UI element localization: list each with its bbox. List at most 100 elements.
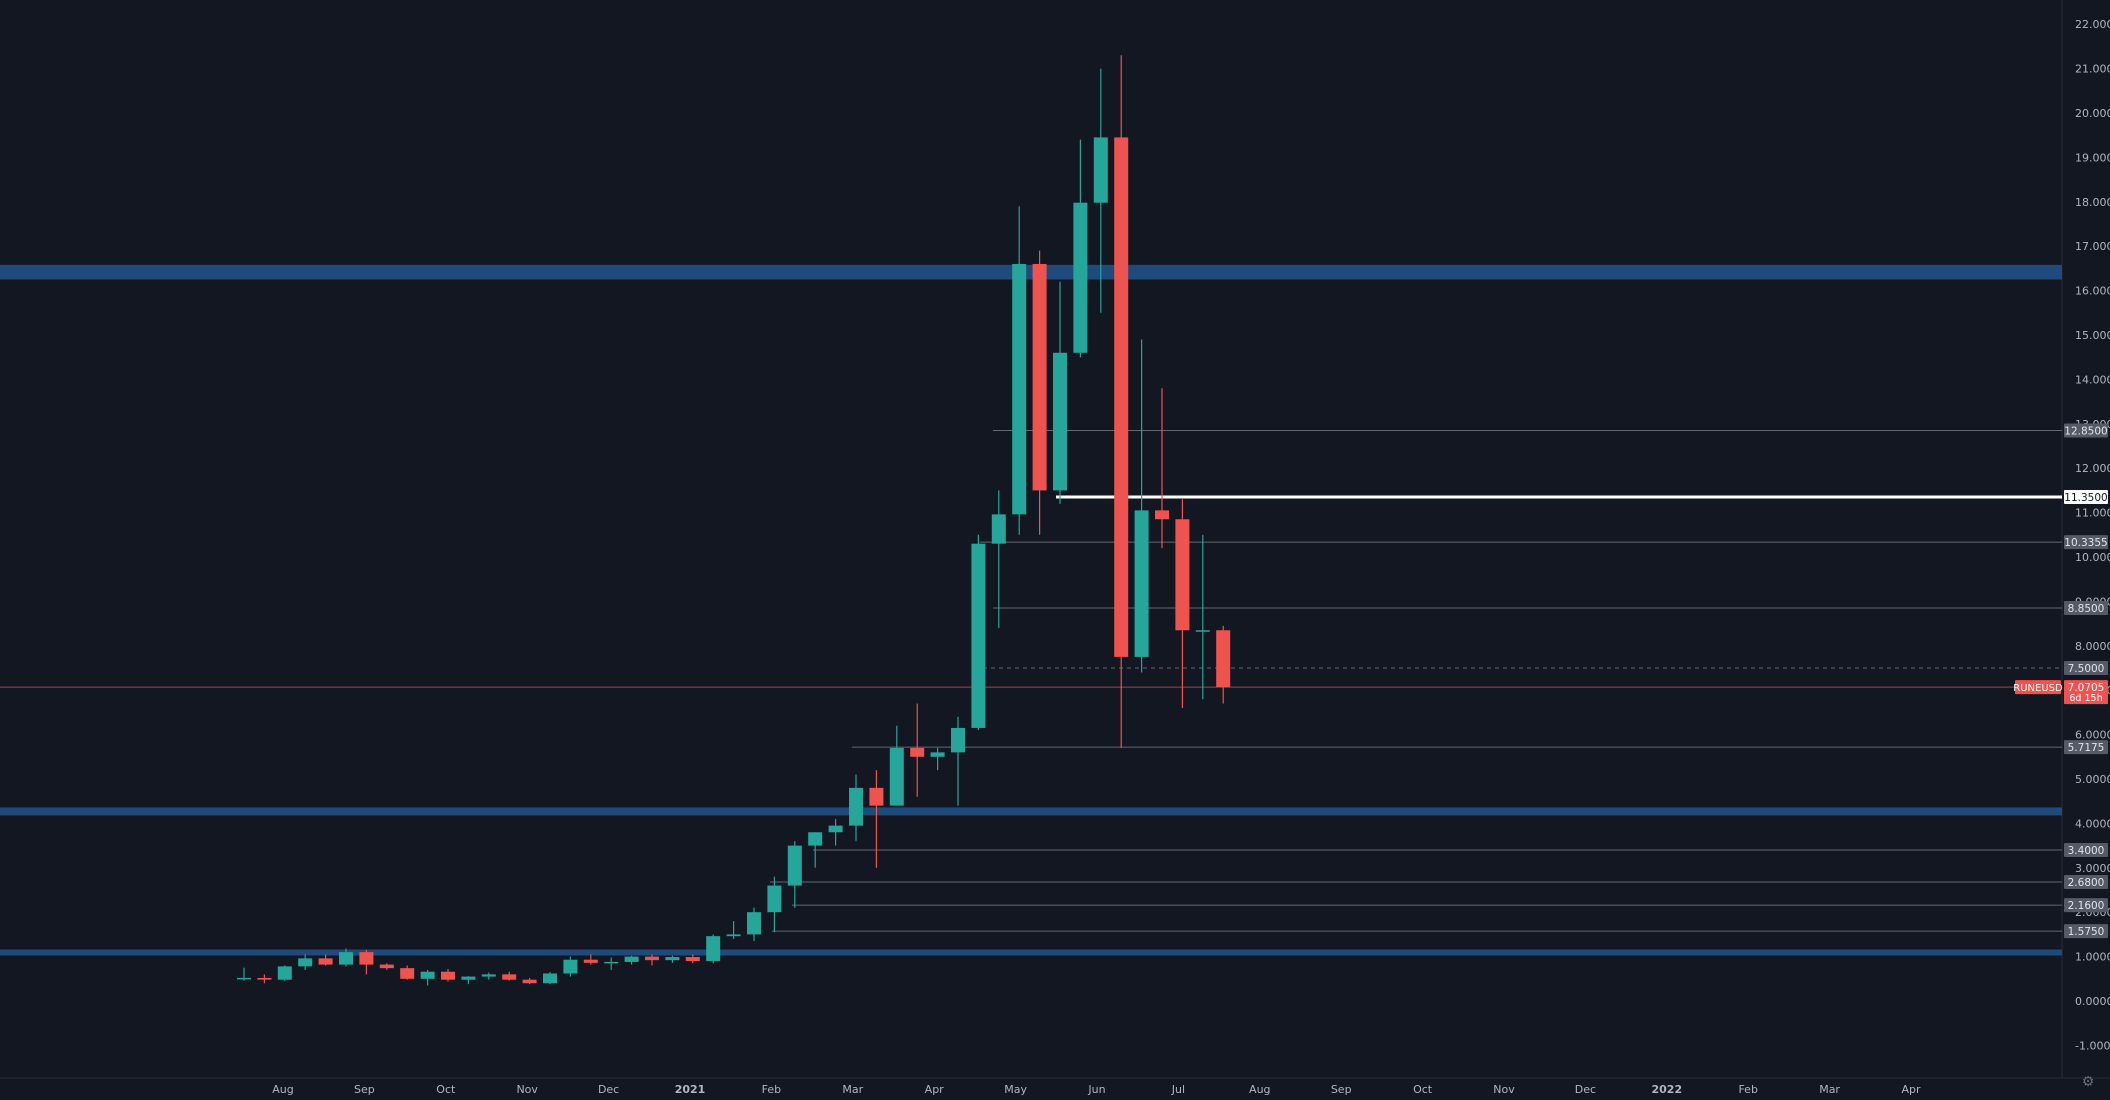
candle-body[interactable] xyxy=(665,957,680,961)
candle-body[interactable] xyxy=(543,973,557,984)
symbol-label: RUNEUSD xyxy=(2013,683,2063,694)
time-tick-label: Sep xyxy=(1331,1083,1352,1096)
candle-body[interactable] xyxy=(1134,510,1149,657)
level-price-label: 2.1600 xyxy=(2068,900,2105,912)
candle-body[interactable] xyxy=(808,832,823,846)
candle-body[interactable] xyxy=(1155,510,1169,520)
candle-body[interactable] xyxy=(563,959,578,974)
time-tick-label: Oct xyxy=(436,1083,456,1096)
candle-body[interactable] xyxy=(685,957,700,962)
candle-body[interactable] xyxy=(951,727,965,753)
level-price-box xyxy=(2064,601,2108,616)
time-tick-label: Mar xyxy=(842,1083,863,1096)
candle-body[interactable] xyxy=(889,747,904,806)
candle-body[interactable] xyxy=(849,787,863,826)
time-tick-label: Sep xyxy=(354,1083,375,1096)
candle-body[interactable] xyxy=(624,956,639,962)
level-price-box xyxy=(2064,740,2108,755)
candle-body[interactable] xyxy=(1093,137,1108,203)
candle-body[interactable] xyxy=(645,956,659,961)
candle-body[interactable] xyxy=(481,974,496,977)
gear-icon[interactable]: ⚙ xyxy=(2081,1074,2095,1090)
candle-body[interactable] xyxy=(1032,263,1047,491)
candle-body[interactable] xyxy=(461,976,476,980)
price-tick-label: 16.0000 xyxy=(2075,285,2110,298)
candle-body[interactable] xyxy=(604,961,619,964)
candle-body[interactable] xyxy=(1216,630,1231,688)
time-tick-label: Jul xyxy=(1171,1083,1185,1096)
level-price-label: 8.8500 xyxy=(2068,603,2105,615)
time-tick-label: Mar xyxy=(1819,1083,1840,1096)
candle-body[interactable] xyxy=(991,514,1006,544)
candle-body[interactable] xyxy=(1114,137,1129,657)
price-tick-label: 8.0000 xyxy=(2075,640,2110,653)
candle-body[interactable] xyxy=(910,747,925,757)
time-tick-label: Dec xyxy=(598,1083,619,1096)
candle-body[interactable] xyxy=(502,974,517,980)
candle-body[interactable] xyxy=(747,912,761,935)
candle-body[interactable] xyxy=(339,952,353,965)
candle-body[interactable] xyxy=(726,934,741,937)
price-tick-label: 0.0000 xyxy=(2075,995,2110,1008)
price-tick-label: 3.0000 xyxy=(2075,862,2110,875)
support-resistance-zone xyxy=(0,807,2062,816)
candle-body[interactable] xyxy=(971,543,986,728)
candle-body[interactable] xyxy=(706,936,721,962)
countdown-label: 6d 15h xyxy=(2069,693,2102,704)
price-tick-label: 1.0000 xyxy=(2075,951,2110,964)
candle-body[interactable] xyxy=(869,787,884,806)
candle-body[interactable] xyxy=(1175,519,1190,631)
price-tick-label: 17.0000 xyxy=(2075,240,2110,253)
candle-body[interactable] xyxy=(1053,352,1067,491)
level-price-label: 3.4000 xyxy=(2068,845,2105,857)
price-tick-label: -1.0000 xyxy=(2075,1039,2110,1052)
candle-body[interactable] xyxy=(277,966,292,980)
symbol-box xyxy=(2015,680,2061,695)
level-price-box xyxy=(2064,535,2108,550)
time-tick-label: Apr xyxy=(925,1083,945,1096)
price-tick-label: 6.0000 xyxy=(2075,729,2110,742)
level-price-label: 5.7175 xyxy=(2068,742,2105,754)
price-tick-label: 4.0000 xyxy=(2075,817,2110,830)
candle-body[interactable] xyxy=(1073,202,1088,353)
time-tick-label: Nov xyxy=(516,1083,538,1096)
level-price-label: 1.5750 xyxy=(2068,926,2105,938)
candle-body[interactable] xyxy=(257,977,272,980)
candle-body[interactable] xyxy=(441,971,455,980)
support-resistance-zone xyxy=(0,949,2062,956)
candle-body[interactable] xyxy=(522,979,537,984)
candle-body[interactable] xyxy=(379,964,394,969)
candle-body[interactable] xyxy=(420,971,435,979)
candle-body[interactable] xyxy=(298,958,313,967)
level-price-label: 11.3500 xyxy=(2064,492,2107,504)
price-tick-label: 20.0000 xyxy=(2075,107,2110,120)
candle-body[interactable] xyxy=(583,959,598,963)
support-resistance-zone xyxy=(0,264,2062,280)
candle-body[interactable] xyxy=(1012,263,1027,515)
level-price-box xyxy=(2064,423,2108,438)
level-price-label: 12.8500 xyxy=(2064,425,2107,437)
level-price-box xyxy=(2064,898,2108,913)
candle-body[interactable] xyxy=(318,958,333,965)
candle-body[interactable] xyxy=(828,825,843,833)
time-tick-label: Aug xyxy=(272,1083,293,1096)
candle-body[interactable] xyxy=(359,952,374,965)
level-price-box xyxy=(2064,843,2108,858)
price-tick-label: 11.0000 xyxy=(2075,507,2110,520)
level-price-box xyxy=(2064,875,2108,890)
candle-body[interactable] xyxy=(767,885,782,913)
time-tick-label: Aug xyxy=(1249,1083,1270,1096)
candle-body[interactable] xyxy=(930,752,945,757)
price-tick-label: 19.0000 xyxy=(2075,151,2110,164)
candle-body[interactable] xyxy=(1195,630,1210,632)
candle-body[interactable] xyxy=(787,845,802,886)
candle-body[interactable] xyxy=(237,977,251,980)
candle-body[interactable] xyxy=(400,968,415,979)
time-tick-label: Dec xyxy=(1575,1083,1596,1096)
price-tick-label: 22.0000 xyxy=(2075,18,2110,31)
time-tick-label: 2022 xyxy=(1651,1083,1682,1096)
time-tick-label: Jun xyxy=(1087,1083,1105,1096)
price-tick-label: 10.0000 xyxy=(2075,551,2110,564)
